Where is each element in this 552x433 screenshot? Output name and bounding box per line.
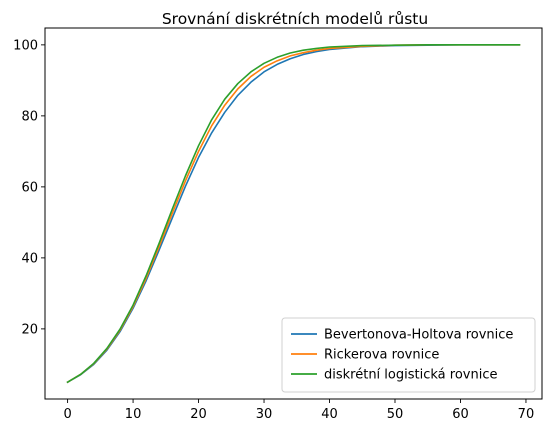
x-tick-label: 50 [387,407,404,422]
y-tick-label: 80 [21,109,38,124]
x-tick-label: 40 [321,407,338,422]
y-tick-label: 20 [21,322,38,337]
legend: Bevertonova-Holtova rovnice Rickerova rov… [281,317,536,393]
axes-frame [44,27,543,400]
legend-box [281,317,536,393]
legend-label: diskrétní logistická rovnice [324,368,497,383]
legend-label: Rickerova rovnice [324,348,439,363]
x-tick-label: 30 [256,407,273,422]
chart-title: Srovnání diskrétních modelů růstu [162,10,428,28]
series-line-2 [66,44,521,384]
axis-ticks: 0 10 20 30 40 50 60 70 20 40 60 80 100 [13,38,534,422]
legend-label: Bevertonova-Holtova rovnice [324,328,513,343]
y-tick-label: 60 [21,180,38,195]
x-tick-label: 10 [125,407,142,422]
y-tick-label: 40 [21,251,38,266]
x-tick-label: 20 [190,407,207,422]
x-tick-label: 70 [518,407,535,422]
x-tick-label: 0 [63,407,71,422]
y-tick-label: 100 [13,38,38,53]
x-tick-label: 60 [452,407,469,422]
plot-area [66,44,521,384]
